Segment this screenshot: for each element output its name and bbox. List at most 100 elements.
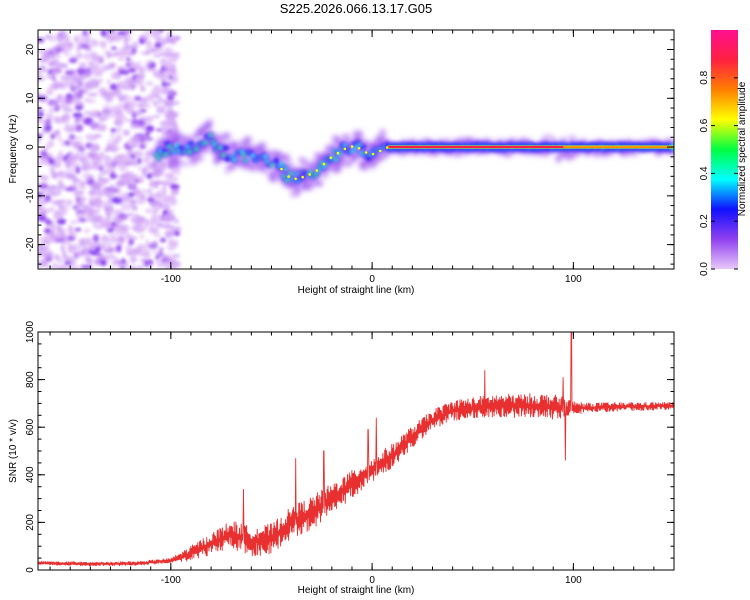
noise-blob xyxy=(85,133,95,141)
noise-blob xyxy=(38,243,44,250)
noise-blob xyxy=(117,47,129,52)
noise-blob xyxy=(94,225,103,230)
noise-blob xyxy=(166,213,176,221)
noise-blob xyxy=(160,41,167,45)
noise-blob xyxy=(59,63,69,69)
ridge-hot-dot xyxy=(336,151,340,155)
noise-blob xyxy=(106,114,113,118)
ridge-core-blob xyxy=(350,149,355,153)
noise-blob xyxy=(56,94,64,103)
noise-blob xyxy=(116,237,127,243)
snr-x-axis: -100 0 100 xyxy=(49,332,675,586)
colorbar-tick-label: 0.2 xyxy=(699,214,710,228)
noise-blob xyxy=(120,153,132,162)
noise-blob xyxy=(89,209,94,216)
noise-blob xyxy=(83,97,91,102)
ridge-core-blob xyxy=(167,145,172,148)
noise-blob xyxy=(133,189,142,196)
noise-blob xyxy=(72,177,81,184)
ridge-hot-dot xyxy=(385,146,389,149)
noise-blob xyxy=(170,260,181,269)
noise-blob xyxy=(169,228,177,232)
noise-blob xyxy=(77,196,87,203)
noise-blob xyxy=(49,166,55,171)
noise-blob xyxy=(38,116,43,124)
noise-blob xyxy=(43,250,54,258)
ridge-core-blob xyxy=(361,145,366,149)
noise-blob xyxy=(117,194,122,199)
x-tick-label: 100 xyxy=(565,274,582,285)
noise-blob xyxy=(81,163,92,171)
noise-blob xyxy=(125,234,134,239)
ridge-core-blob xyxy=(212,142,217,146)
noise-blob xyxy=(164,203,171,209)
noise-blob xyxy=(131,64,140,68)
noise-blob xyxy=(132,236,138,240)
noise-blob xyxy=(60,139,66,148)
noise-blob xyxy=(52,78,57,83)
ridge-core-blob xyxy=(154,153,159,157)
noise-blob xyxy=(61,174,68,180)
noise-blob xyxy=(137,216,146,223)
snr-background xyxy=(38,332,674,570)
noise-blob xyxy=(38,183,49,189)
noise-blob xyxy=(95,55,105,59)
spectrogram-x-axis: -100 0 100 xyxy=(49,30,675,285)
noise-blob xyxy=(62,203,71,211)
noise-blob xyxy=(142,252,151,258)
noise-blob xyxy=(118,66,128,70)
noise-blob xyxy=(76,77,84,86)
noise-blob xyxy=(102,199,110,205)
noise-blob xyxy=(48,62,55,66)
spectrogram-noise xyxy=(38,30,182,269)
noise-blob xyxy=(115,109,123,114)
ridge-halo-blob xyxy=(379,129,386,137)
noise-blob xyxy=(122,129,130,136)
noise-blob xyxy=(150,32,161,39)
ridge-halo-blob xyxy=(270,170,280,177)
noise-blob xyxy=(127,192,135,197)
noise-blob xyxy=(129,255,137,264)
noise-blob xyxy=(155,257,161,266)
noise-blob xyxy=(142,140,148,147)
ridge-hot-dot xyxy=(308,173,312,176)
noise-blob xyxy=(39,248,44,255)
noise-blob xyxy=(130,47,135,56)
ridge-halo-blob xyxy=(171,158,182,167)
noise-blob xyxy=(105,143,117,152)
snr-x-label: Height of straight line (km) xyxy=(298,585,415,596)
noise-blob xyxy=(129,101,136,108)
noise-blob xyxy=(87,151,95,158)
ridge-hot-dot xyxy=(378,149,382,153)
noise-blob xyxy=(171,188,179,196)
noise-blob xyxy=(87,257,93,266)
ridge-core-blob xyxy=(283,167,288,171)
noise-blob xyxy=(161,86,168,90)
noise-blob xyxy=(94,215,104,223)
noise-blob xyxy=(163,69,171,75)
noise-blob xyxy=(167,57,173,63)
ridge-hot-dot xyxy=(322,162,326,166)
snr-series-line xyxy=(38,332,674,567)
noise-blob xyxy=(103,161,112,167)
noise-blob xyxy=(95,196,100,204)
noise-blob xyxy=(71,85,81,90)
noise-blob xyxy=(94,246,102,253)
noise-blob xyxy=(141,194,146,200)
ridge-halo-blob xyxy=(153,167,163,175)
ridge-halo-blob xyxy=(180,162,189,167)
noise-blob xyxy=(60,105,70,109)
noise-blob xyxy=(39,174,45,181)
noise-blob xyxy=(74,227,82,232)
ridge-core-blob xyxy=(263,155,268,159)
noise-blob xyxy=(93,208,101,214)
noise-blob xyxy=(45,112,53,119)
noise-blob xyxy=(125,62,131,68)
noise-blob xyxy=(53,212,64,220)
noise-blob xyxy=(166,82,172,86)
noise-blob xyxy=(160,180,169,185)
noise-blob xyxy=(49,227,56,234)
noise-blob xyxy=(173,218,180,224)
noise-blob xyxy=(99,171,109,175)
noise-blob xyxy=(135,75,141,82)
